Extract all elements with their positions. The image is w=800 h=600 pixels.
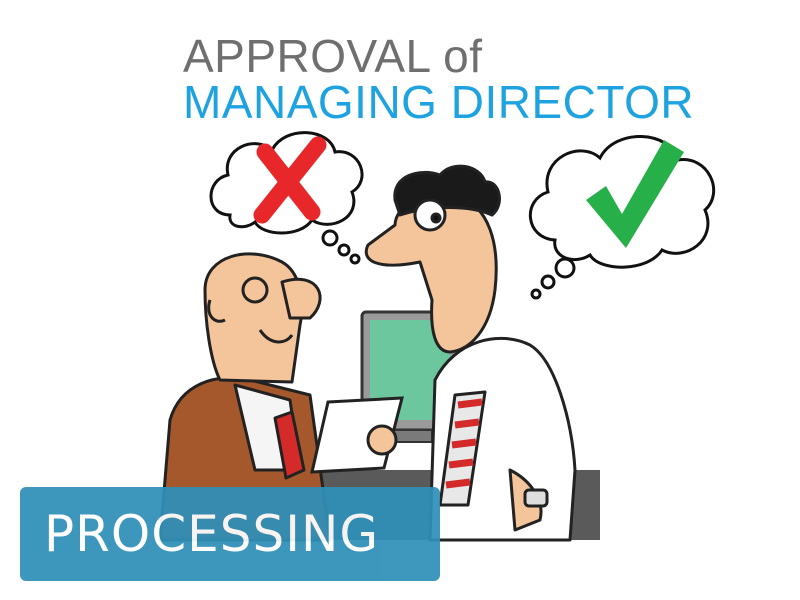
status-badge-label: PROCESSING (44, 505, 380, 563)
red-x-icon (253, 136, 327, 224)
page-title-line1: APPROVAL of (183, 30, 483, 82)
right-man (364, 164, 577, 542)
left-man-hand (366, 424, 398, 456)
status-badge: PROCESSING (20, 487, 440, 581)
green-check-icon (586, 140, 684, 248)
page-title-line2: MANAGING DIRECTOR (183, 76, 695, 128)
